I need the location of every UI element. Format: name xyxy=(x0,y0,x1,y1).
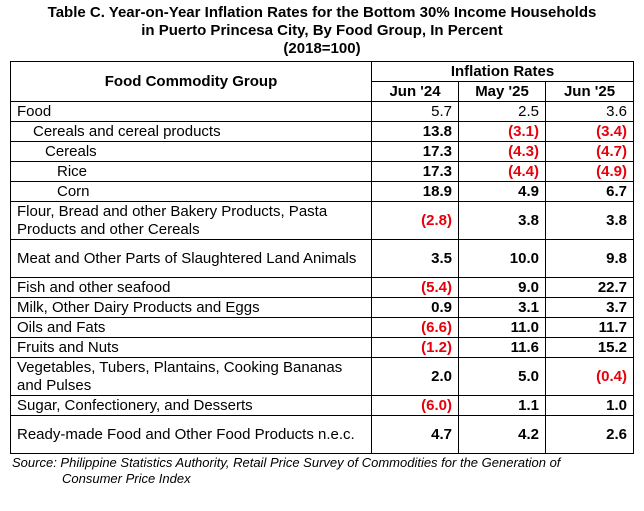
row-label: Flour, Bread and other Bakery Products, … xyxy=(10,201,372,240)
row-value: 11.6 xyxy=(458,337,546,358)
row-value: (1.2) xyxy=(371,337,459,358)
row-value: 18.9 xyxy=(371,181,459,202)
title-line-1: Table C. Year-on-Year Inflation Rates fo… xyxy=(47,4,597,21)
row-label: Cereals and cereal products xyxy=(10,121,372,142)
header-col-jun-24: Jun '24 xyxy=(371,81,459,102)
row-value: (0.4) xyxy=(544,357,635,396)
inflation-table: Food Commodity Group Inflation Rates Jun… xyxy=(10,61,635,454)
row-value: 9.0 xyxy=(458,277,546,298)
row-label: Corn xyxy=(10,181,372,202)
row-value: 22.7 xyxy=(544,277,635,298)
row-value: 4.7 xyxy=(371,415,459,454)
row-value: (4.3) xyxy=(458,141,546,162)
row-label: Rice xyxy=(10,161,372,182)
table-row: Milk, Other Dairy Products and Eggs 0.9 … xyxy=(10,297,635,318)
row-value: (6.6) xyxy=(371,317,459,338)
table-row: Vegetables, Tubers, Plantains, Cooking B… xyxy=(10,357,635,396)
table-row: Fish and other seafood (5.4) 9.0 22.7 xyxy=(10,277,635,298)
row-value: 17.3 xyxy=(371,161,459,182)
row-value: (3.1) xyxy=(458,121,546,142)
row-value: (5.4) xyxy=(371,277,459,298)
header-col-jun-25: Jun '25 xyxy=(544,81,635,102)
table-row: Sugar, Confectionery, and Desserts (6.0)… xyxy=(10,395,635,416)
row-value: 5.7 xyxy=(371,101,459,122)
title-line-3: (2018=100) xyxy=(283,40,361,57)
row-label: Sugar, Confectionery, and Desserts xyxy=(10,395,372,416)
table-title: Table C. Year-on-Year Inflation Rates fo… xyxy=(0,4,644,58)
row-label: Cereals xyxy=(10,141,372,162)
source-line-1: Source: Philippine Statistics Authority,… xyxy=(12,455,561,470)
row-value: 2.0 xyxy=(371,357,459,396)
table-row: Ready-made Food and Other Food Products … xyxy=(10,415,635,454)
row-value: 6.7 xyxy=(544,181,635,202)
row-value: 4.9 xyxy=(458,181,546,202)
header-col-may-25: May '25 xyxy=(458,81,546,102)
row-value: 11.7 xyxy=(544,317,635,338)
row-value: 5.0 xyxy=(458,357,546,396)
table-row: Flour, Bread and other Bakery Products, … xyxy=(10,201,635,240)
row-value: 1.0 xyxy=(544,395,635,416)
row-label: Fruits and Nuts xyxy=(10,337,372,358)
row-value: 3.8 xyxy=(544,201,635,240)
table-row: Oils and Fats (6.6) 11.0 11.7 xyxy=(10,317,635,338)
table-row: Rice 17.3 (4.4) (4.9) xyxy=(10,161,635,182)
row-value: (4.7) xyxy=(544,141,635,162)
row-label: Meat and Other Parts of Slaughtered Land… xyxy=(10,239,372,278)
row-value: 17.3 xyxy=(371,141,459,162)
header-inflation-rates: Inflation Rates xyxy=(370,61,635,82)
row-value: 3.7 xyxy=(544,297,635,318)
row-value: 11.0 xyxy=(458,317,546,338)
row-value: 1.1 xyxy=(458,395,546,416)
source-line-2: Consumer Price Index xyxy=(62,471,191,486)
header-food-commodity-group: Food Commodity Group xyxy=(10,61,372,102)
row-label: Fish and other seafood xyxy=(10,277,372,298)
row-value: 9.8 xyxy=(544,239,635,278)
row-value: (6.0) xyxy=(371,395,459,416)
title-line-2: in Puerto Princesa City, By Food Group, … xyxy=(141,22,503,39)
row-value: 2.5 xyxy=(458,101,546,122)
row-value: 0.9 xyxy=(371,297,459,318)
row-label: Vegetables, Tubers, Plantains, Cooking B… xyxy=(10,357,372,396)
row-value: 3.1 xyxy=(458,297,546,318)
row-value: 3.5 xyxy=(371,239,459,278)
row-label: Ready-made Food and Other Food Products … xyxy=(10,415,372,454)
row-value: (3.4) xyxy=(544,121,635,142)
row-value: 3.6 xyxy=(544,101,635,122)
row-value: 2.6 xyxy=(544,415,635,454)
row-label: Oils and Fats xyxy=(10,317,372,338)
row-value: (4.9) xyxy=(544,161,635,182)
row-label: Milk, Other Dairy Products and Eggs xyxy=(10,297,372,318)
source-note: Source: Philippine Statistics Authority,… xyxy=(12,455,644,487)
row-value: 3.8 xyxy=(458,201,546,240)
table-row: Cereals 17.3 (4.3) (4.7) xyxy=(10,141,635,162)
row-value: (2.8) xyxy=(371,201,459,240)
table-row: Food 5.7 2.5 3.6 xyxy=(10,101,635,122)
table-row: Meat and Other Parts of Slaughtered Land… xyxy=(10,239,635,278)
row-value: (4.4) xyxy=(458,161,546,182)
row-value: 4.2 xyxy=(458,415,546,454)
table-row: Fruits and Nuts (1.2) 11.6 15.2 xyxy=(10,337,635,358)
table-row: Corn 18.9 4.9 6.7 xyxy=(10,181,635,202)
row-value: 13.8 xyxy=(371,121,459,142)
table-row: Cereals and cereal products 13.8 (3.1) (… xyxy=(10,121,635,142)
row-value: 10.0 xyxy=(458,239,546,278)
row-value: 15.2 xyxy=(544,337,635,358)
row-label: Food xyxy=(10,101,372,122)
